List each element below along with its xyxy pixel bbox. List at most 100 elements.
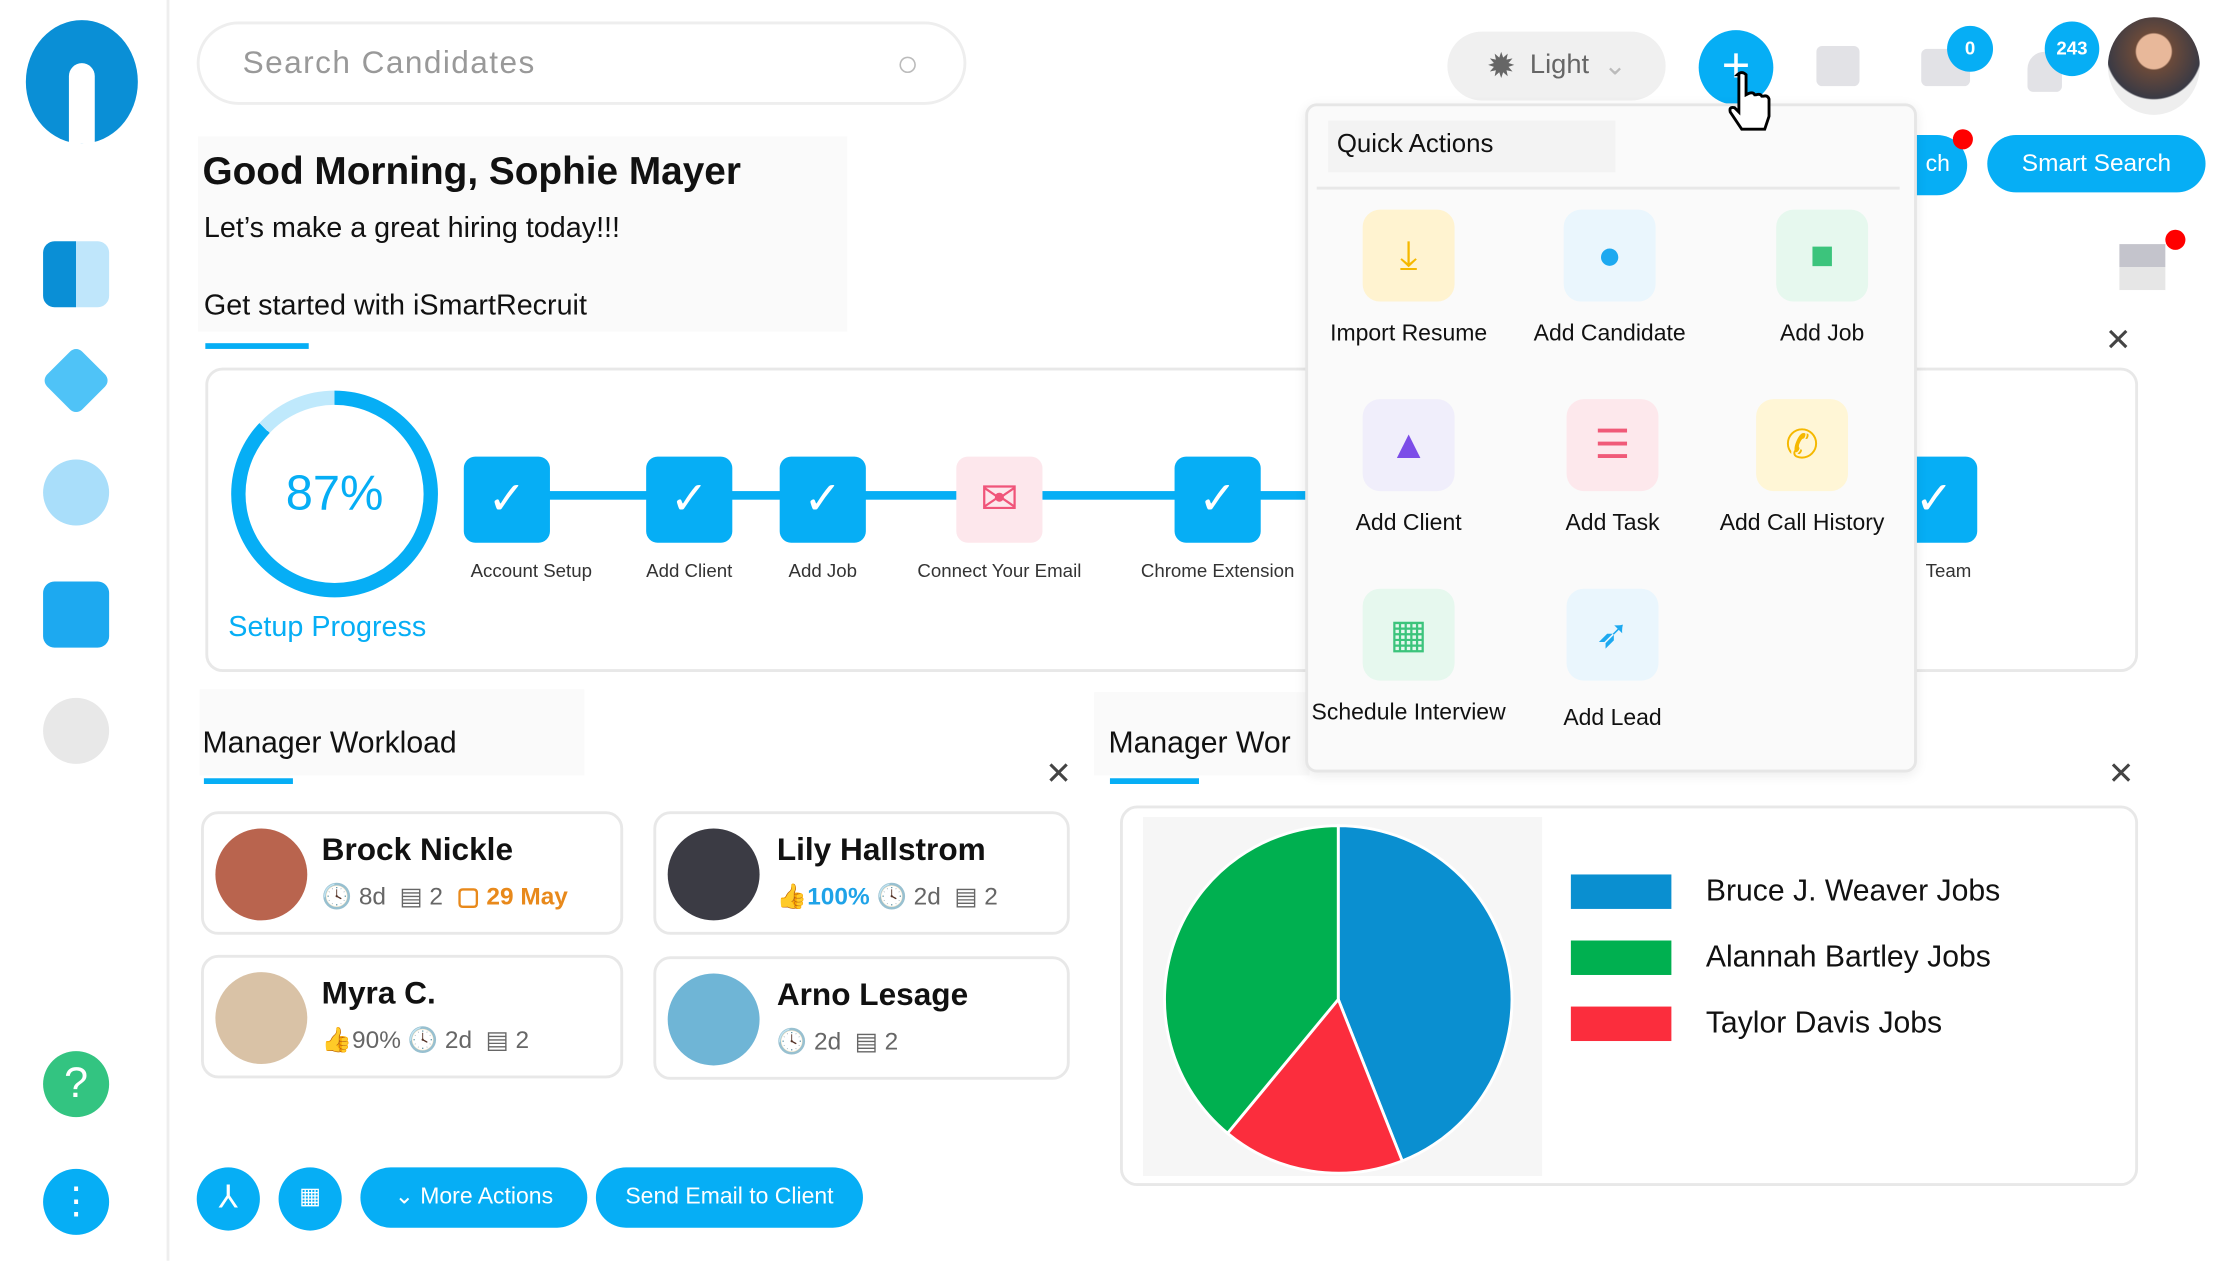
qa-add-client[interactable]: ▲ Add Client	[1308, 399, 1509, 537]
client-icon: ▲	[1362, 399, 1455, 492]
manager-meta: 🕓 2d ▤ 2	[776, 1028, 899, 1056]
check-icon: ✓	[646, 456, 733, 543]
chevron-down-icon: ⌄	[1603, 50, 1627, 82]
qa-import-resume[interactable]: ⤓ Import Resume	[1308, 209, 1509, 348]
manager-name: Arno Lesage	[776, 976, 969, 1013]
chart-widget-title: Manager Wor	[1108, 726, 1291, 760]
candidate-icon[interactable]	[43, 459, 110, 526]
pie-chart	[1163, 824, 1514, 1175]
legend-label: Alannah Bartley Jobs	[1705, 940, 1991, 974]
get-started-heading: Get started with iSmartRecruit	[203, 290, 587, 322]
clipboard-icon: ☰	[1566, 399, 1659, 492]
qa-add-task[interactable]: ☰ Add Task	[1512, 399, 1713, 537]
briefcase-icon: ■	[1776, 209, 1869, 302]
close-icon[interactable]: ✕	[2105, 321, 2132, 358]
chart-header-bg	[1094, 692, 1310, 776]
manager-meta: 👍100% 🕓 2d ▤ 2	[776, 883, 998, 911]
qa-schedule-interview[interactable]: ▦ Schedule Interview	[1308, 588, 1509, 727]
pie-slice-alannah-bartley-jobs[interactable]	[1163, 824, 1340, 1136]
workload-header-bg	[199, 689, 585, 776]
notification-count-badge: 243	[2044, 21, 2100, 77]
close-icon[interactable]: ✕	[2107, 755, 2135, 792]
heading-underline	[205, 343, 309, 349]
step-connect-email[interactable]: ✉	[956, 456, 1043, 543]
more-menu-icon[interactable]: ⋮	[43, 1168, 110, 1235]
divider	[1316, 186, 1900, 190]
qa-add-lead[interactable]: ➶ Add Lead	[1512, 588, 1713, 733]
theme-toggle[interactable]: ✹ Light ⌄	[1447, 31, 1666, 101]
qa-add-candidate[interactable]: ● Add Candidate	[1509, 209, 1710, 348]
close-icon[interactable]: ✕	[1045, 755, 1072, 792]
calendar-icon[interactable]	[1816, 45, 1860, 87]
progress-percent: 87%	[245, 404, 424, 583]
export-excel-button[interactable]: ▦	[278, 1167, 342, 1231]
chevron-down-icon: ⌄	[394, 1184, 421, 1210]
manager-card[interactable]: Myra C. 👍90% 🕓 2d ▤ 2	[201, 954, 624, 1079]
thumbs-up-icon: 👍100%	[776, 883, 870, 911]
greeting-title: Good Morning, Sophie Mayer	[202, 149, 741, 193]
placeholder-icon[interactable]	[43, 697, 110, 764]
chart-legend: Bruce J. Weaver Jobs Alannah Bartley Jobs…	[1570, 874, 2001, 1072]
more-actions-button[interactable]: ⌄ More Actions	[360, 1167, 588, 1228]
rocket-icon: ➶	[1566, 588, 1659, 681]
heading-underline	[1109, 778, 1199, 785]
sidebar: ? ⋮	[0, 0, 170, 1261]
layers-icon[interactable]	[41, 345, 112, 416]
manager-name: Lily Hallstrom	[776, 831, 986, 868]
legend-item[interactable]: Bruce J. Weaver Jobs	[1570, 874, 2001, 909]
legend-item[interactable]: Taylor Davis Jobs	[1570, 1006, 2000, 1042]
due-date: ▢ 29 May	[456, 883, 568, 911]
thumbs-up-icon: 👍	[321, 1026, 353, 1054]
avatar	[215, 972, 308, 1065]
manager-meta: 🕓 8d ▤ 2 ▢ 29 May	[321, 883, 568, 911]
app-logo[interactable]	[25, 20, 138, 144]
legend-label: Bruce J. Weaver Jobs	[1705, 874, 2001, 908]
calendar-icon: ▦	[1362, 588, 1455, 681]
legend-swatch	[1570, 1006, 1672, 1042]
dashboard-icon[interactable]	[43, 241, 110, 308]
step-label: Add Job	[788, 560, 858, 582]
check-icon: ✓	[463, 456, 550, 543]
check-icon: ✓	[1174, 456, 1261, 543]
widgets-grid-icon[interactable]	[2119, 244, 2166, 291]
manager-card[interactable]: Arno Lesage 🕓 2d ▤ 2	[653, 956, 1070, 1080]
user-avatar[interactable]	[2107, 17, 2200, 115]
legend-item[interactable]: Alannah Bartley Jobs	[1570, 940, 2000, 975]
smart-search-button[interactable]: Smart Search	[1987, 134, 2206, 193]
step-account-setup[interactable]: ✓	[463, 456, 550, 543]
sun-icon: ✹	[1486, 46, 1516, 86]
qa-add-job[interactable]: ■ Add Job	[1722, 209, 1923, 348]
avatar	[667, 828, 760, 921]
heading-underline	[203, 778, 293, 785]
manager-name: Brock Nickle	[321, 831, 514, 868]
greeting-panel	[198, 136, 848, 332]
qa-title-bg	[1328, 120, 1616, 173]
step-add-client[interactable]: ✓	[646, 456, 733, 543]
send-email-to-client-button[interactable]: Send Email to Client	[595, 1167, 863, 1228]
user-icon: ●	[1563, 209, 1656, 302]
progress-ring: 87%	[231, 390, 438, 598]
legend-label: Taylor Davis Jobs	[1705, 1006, 1943, 1040]
qa-add-call-history[interactable]: ✆ Add Call History	[1702, 399, 1903, 537]
mail-count-badge: 0	[1947, 25, 1994, 72]
pie-slice-bruce-j-weaver-jobs[interactable]	[1336, 824, 1514, 1163]
search-icon: ○	[896, 40, 921, 85]
manager-card[interactable]: Lily Hallstrom 👍100% 🕓 2d ▤ 2	[653, 811, 1070, 935]
red-dot-indicator	[1952, 129, 1973, 150]
jobs-briefcase-icon[interactable]	[43, 581, 110, 648]
step-label: Team	[1925, 560, 1972, 582]
manager-card[interactable]: Brock Nickle 🕓 8d ▤ 2 ▢ 29 May	[201, 811, 624, 935]
hand-cursor-icon	[1728, 71, 1771, 131]
quick-add-button[interactable]: +	[1698, 30, 1774, 105]
step-chrome-extension[interactable]: ✓	[1174, 456, 1261, 543]
step-add-job[interactable]: ✓	[779, 456, 866, 543]
phone-icon: ✆	[1756, 399, 1849, 492]
excel-icon: ▦	[299, 1184, 322, 1210]
export-pdf-button[interactable]: ⅄	[196, 1167, 260, 1231]
avatar	[667, 973, 760, 1066]
search-input[interactable]: Search Candidates ○	[196, 21, 967, 105]
pie-slice-taylor-davis-jobs[interactable]	[1225, 996, 1405, 1175]
check-icon: ✓	[779, 456, 866, 543]
pdf-icon: ⅄	[218, 1178, 238, 1215]
help-icon[interactable]: ?	[43, 1051, 110, 1118]
